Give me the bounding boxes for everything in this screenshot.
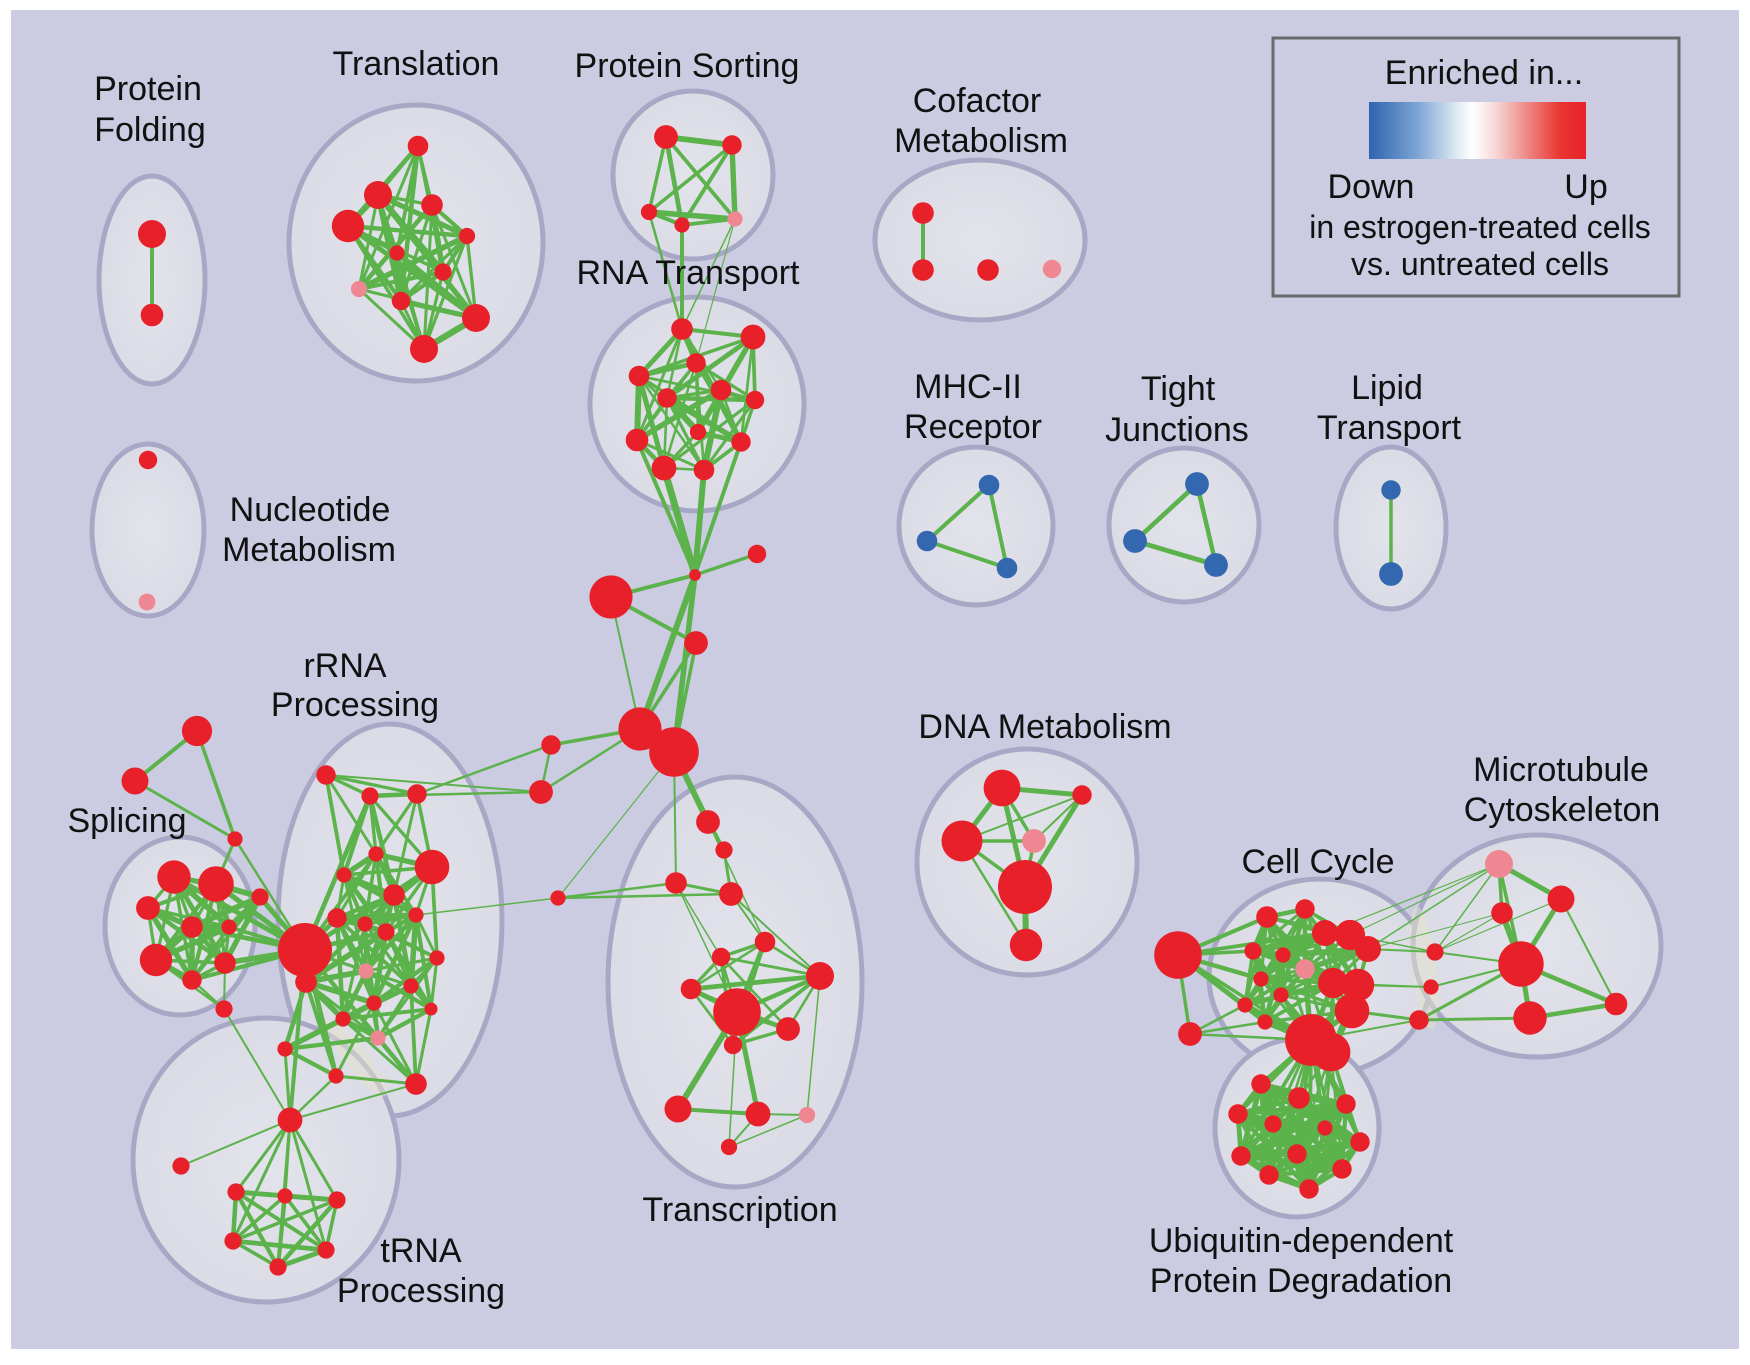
svg-text:Up: Up — [1564, 168, 1607, 206]
svg-text:Microtubule: Microtubule — [1473, 751, 1649, 789]
svg-text:Protein: Protein — [94, 70, 202, 108]
svg-text:Splicing: Splicing — [67, 802, 186, 840]
svg-text:Translation: Translation — [333, 45, 500, 83]
svg-text:tRNA: tRNA — [380, 1232, 462, 1270]
svg-text:Protein Sorting: Protein Sorting — [575, 47, 800, 85]
svg-text:Processing: Processing — [337, 1272, 505, 1310]
svg-text:Enriched in...: Enriched in... — [1385, 54, 1583, 92]
svg-text:in estrogen-treated cells: in estrogen-treated cells — [1309, 209, 1651, 245]
svg-text:Folding: Folding — [94, 111, 206, 149]
svg-text:Lipid: Lipid — [1351, 369, 1423, 407]
svg-text:Transcription: Transcription — [642, 1191, 837, 1229]
svg-text:Processing: Processing — [271, 686, 439, 724]
svg-text:Cell Cycle: Cell Cycle — [1241, 843, 1394, 881]
svg-text:Protein Degradation: Protein Degradation — [1150, 1262, 1452, 1300]
svg-text:Cytoskeleton: Cytoskeleton — [1464, 791, 1661, 829]
svg-text:Nucleotide: Nucleotide — [230, 491, 391, 529]
svg-text:Down: Down — [1328, 168, 1415, 206]
svg-text:Receptor: Receptor — [904, 408, 1042, 446]
svg-text:rRNA: rRNA — [303, 647, 386, 685]
svg-text:Metabolism: Metabolism — [894, 122, 1068, 160]
svg-text:RNA Transport: RNA Transport — [577, 254, 801, 292]
svg-text:vs. untreated cells: vs. untreated cells — [1351, 246, 1609, 282]
svg-text:MHC-II: MHC-II — [914, 368, 1022, 406]
svg-text:Junctions: Junctions — [1105, 411, 1249, 449]
svg-text:DNA Metabolism: DNA Metabolism — [918, 708, 1171, 746]
svg-text:Cofactor: Cofactor — [913, 82, 1042, 120]
svg-text:Metabolism: Metabolism — [222, 531, 396, 569]
svg-text:Transport: Transport — [1317, 409, 1462, 447]
svg-text:Tight: Tight — [1141, 370, 1216, 408]
svg-text:Ubiquitin-dependent: Ubiquitin-dependent — [1149, 1222, 1454, 1260]
